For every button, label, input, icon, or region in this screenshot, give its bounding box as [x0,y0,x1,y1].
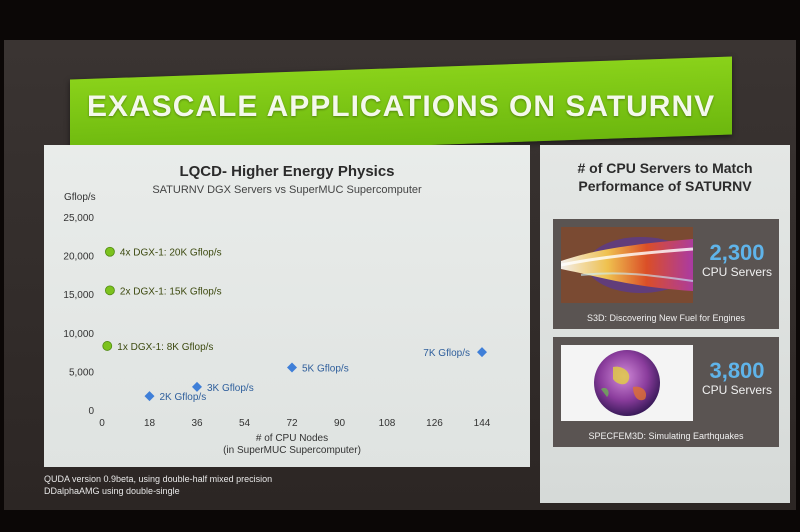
data-point-gpu-2 [102,341,113,351]
data-label-gpu-1: 2x DGX-1: 15K Gflop/s [120,286,222,297]
x-axis-label-secondary: (in SuperMUC Supercomputer) [223,445,361,456]
specfem3d-caption: SPECFEM3D: Simulating Earthquakes [588,431,744,441]
footnote-quda: QUDA version 0.9beta, using double-half … [44,474,273,484]
data-label-cpu-2: 5K Gflop/s [302,364,349,375]
x-tick-label: 90 [334,418,346,429]
chart-title: LQCD- Higher Energy Physics [179,163,395,180]
x-tick-label: 18 [144,418,156,429]
data-label-cpu-3: 7K Gflop/s [423,348,470,359]
cpu-servers-title-line2: Performance of SATURNV [578,178,752,194]
data-label-cpu-1: 3K Gflop/s [207,383,254,394]
y-tick-label: 0 [88,406,94,417]
footnotes: QUDA version 0.9beta, using double-half … [44,473,272,497]
y-tick-label: 20,000 [63,252,94,263]
y-tick-label: 25,000 [63,213,94,224]
y-tick-label: 15,000 [63,290,94,301]
x-tick-label: 0 [99,418,105,429]
specfem3d-server-unit: CPU Servers [701,383,772,397]
combustion-simulation-image [561,227,693,303]
title-banner: EXASCALE APPLICATIONS ON SATURNV [70,56,732,158]
s3d-caption: S3D: Discovering New Fuel for Engines [586,313,746,323]
app-card-s3d: 2,300 CPU Servers S3D: Discovering New F… [553,219,779,329]
x-tick-label: 126 [426,418,443,429]
s3d-server-count: 2,300 [709,240,765,265]
cpu-servers-panel: # of CPU Servers to Match Performance of… [540,145,790,503]
x-tick-label: 36 [191,418,203,429]
slide-title: EXASCALE APPLICATIONS ON SATURNV [86,90,716,123]
x-axis-label: # of CPU Nodes [256,433,328,444]
data-point-cpu-3 [477,347,487,358]
data-point-gpu-0 [105,246,115,257]
data-label-gpu-0: 4x DGX-1: 20K Gflop/s [120,248,222,259]
data-point-cpu-0 [144,391,155,402]
data-label-gpu-2: 1x DGX-1: 8K Gflop/s [117,342,213,353]
data-label-cpu-0: 2K Gflop/s [160,392,207,403]
footnote-ddalphaamg: DDalphaAMG using double-single [44,486,180,496]
y-axis-label: Gflop/s [64,192,96,203]
data-point-cpu-2 [287,362,297,373]
cpu-servers-title-line1: # of CPU Servers to Match [577,160,753,176]
chart-subtitle: SATURNV DGX Servers vs SuperMUC Supercom… [152,184,422,196]
s3d-server-unit: CPU Servers [701,265,772,279]
x-tick-label: 54 [239,418,251,429]
data-point-gpu-1 [105,285,115,296]
presentation-slide: EXASCALE APPLICATIONS ON SATURNV LQCD- H… [4,40,796,510]
cpu-servers-title: # of CPU Servers to Match Performance of… [540,159,790,195]
earth-globe-image [561,345,693,421]
specfem3d-server-count: 3,800 [709,358,765,383]
scatter-chart: Gflop/s 0 5,000 10,000 15,000 20,000 25,000 0 18… [63,192,491,456]
data-point-cpu-1 [192,381,202,392]
y-tick-label: 5,000 [69,367,94,378]
x-tick-label: 72 [286,418,298,429]
y-tick-label: 10,000 [63,329,94,340]
chart-panel: LQCD- Higher Energy Physics SATURNV DGX … [44,145,530,467]
app-card-specfem3d: 3,800 CPU Servers SPECFEM3D: Simulating … [553,337,779,447]
x-tick-label: 108 [379,418,396,429]
x-tick-label: 144 [474,418,491,429]
